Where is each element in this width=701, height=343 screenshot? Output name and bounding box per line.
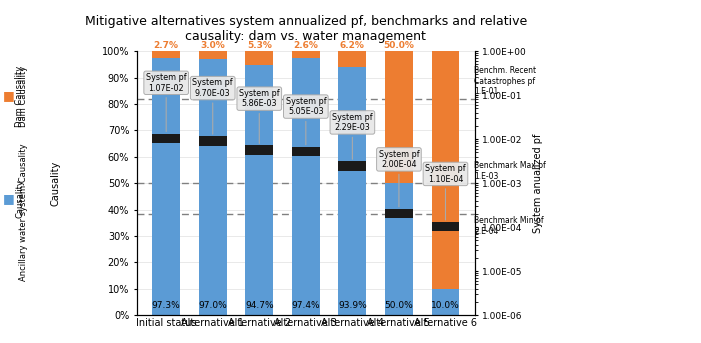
Text: Benchm. Recent
Catastrophes pf
1.E-01: Benchm. Recent Catastrophes pf 1.E-01 — [475, 66, 536, 96]
Bar — [199, 59, 226, 315]
Bar — [199, 136, 226, 146]
Bar — [292, 58, 320, 315]
Text: 93.9%: 93.9% — [338, 301, 367, 310]
Text: Ancillary water system Causality: Ancillary water system Causality — [20, 144, 28, 282]
Text: System pf
2.00E-04: System pf 2.00E-04 — [379, 150, 419, 207]
Text: System pf
9.70E-03: System pf 9.70E-03 — [192, 79, 233, 134]
Bar — [292, 147, 320, 156]
Text: 50.0%: 50.0% — [385, 301, 414, 310]
Bar — [432, 222, 459, 232]
Y-axis label: Causality: Causality — [50, 161, 60, 206]
Text: Causality: Causality — [15, 179, 25, 218]
Bar — [245, 51, 273, 65]
Text: 2.7%: 2.7% — [154, 41, 179, 50]
Text: 97.0%: 97.0% — [198, 301, 227, 310]
Title: Mitigative alternatives system annualized pf, benchmarks and relative
causality:: Mitigative alternatives system annualize… — [85, 15, 527, 43]
Text: System pf
1.07E-02: System pf 1.07E-02 — [146, 73, 186, 131]
Text: 2.6%: 2.6% — [294, 41, 318, 50]
Text: 10.0%: 10.0% — [431, 301, 460, 310]
Bar — [339, 161, 367, 171]
Text: 5.3%: 5.3% — [247, 41, 272, 50]
Bar — [199, 51, 226, 59]
Bar — [385, 209, 413, 218]
Bar — [385, 183, 413, 315]
Text: 3.0%: 3.0% — [200, 41, 225, 50]
Bar — [152, 51, 180, 58]
Text: System pf
5.05E-03: System pf 5.05E-03 — [285, 97, 326, 145]
Bar — [432, 289, 459, 315]
Text: 6.2%: 6.2% — [340, 40, 365, 49]
Text: 97.3%: 97.3% — [152, 301, 181, 310]
Text: System pf
1.10E-04: System pf 1.10E-04 — [426, 164, 465, 220]
Text: Dam Causality: Dam Causality — [20, 66, 28, 127]
Text: Benchmark Max pf
1.E-03: Benchmark Max pf 1.E-03 — [475, 161, 546, 180]
Bar — [152, 133, 180, 143]
Bar — [245, 145, 273, 155]
Text: ■: ■ — [3, 90, 14, 103]
Bar — [152, 58, 180, 315]
Text: System pf
5.86E-03: System pf 5.86E-03 — [239, 89, 280, 143]
Y-axis label: System anualized pf: System anualized pf — [533, 133, 543, 233]
Bar — [339, 67, 367, 315]
Text: Benchmark Min pf
2.E-04: Benchmark Min pf 2.E-04 — [475, 216, 544, 236]
Bar — [339, 51, 367, 67]
Text: 94.7%: 94.7% — [245, 301, 273, 310]
Bar — [245, 65, 273, 315]
Text: Dam Causality: Dam Causality — [15, 66, 25, 127]
Text: 50.0%: 50.0% — [383, 41, 414, 50]
Text: ■: ■ — [3, 192, 14, 205]
Text: 97.4%: 97.4% — [292, 301, 320, 310]
Bar — [432, 51, 459, 289]
Text: System pf
2.29E-03: System pf 2.29E-03 — [332, 113, 373, 159]
Bar — [385, 51, 413, 183]
Bar — [292, 51, 320, 58]
